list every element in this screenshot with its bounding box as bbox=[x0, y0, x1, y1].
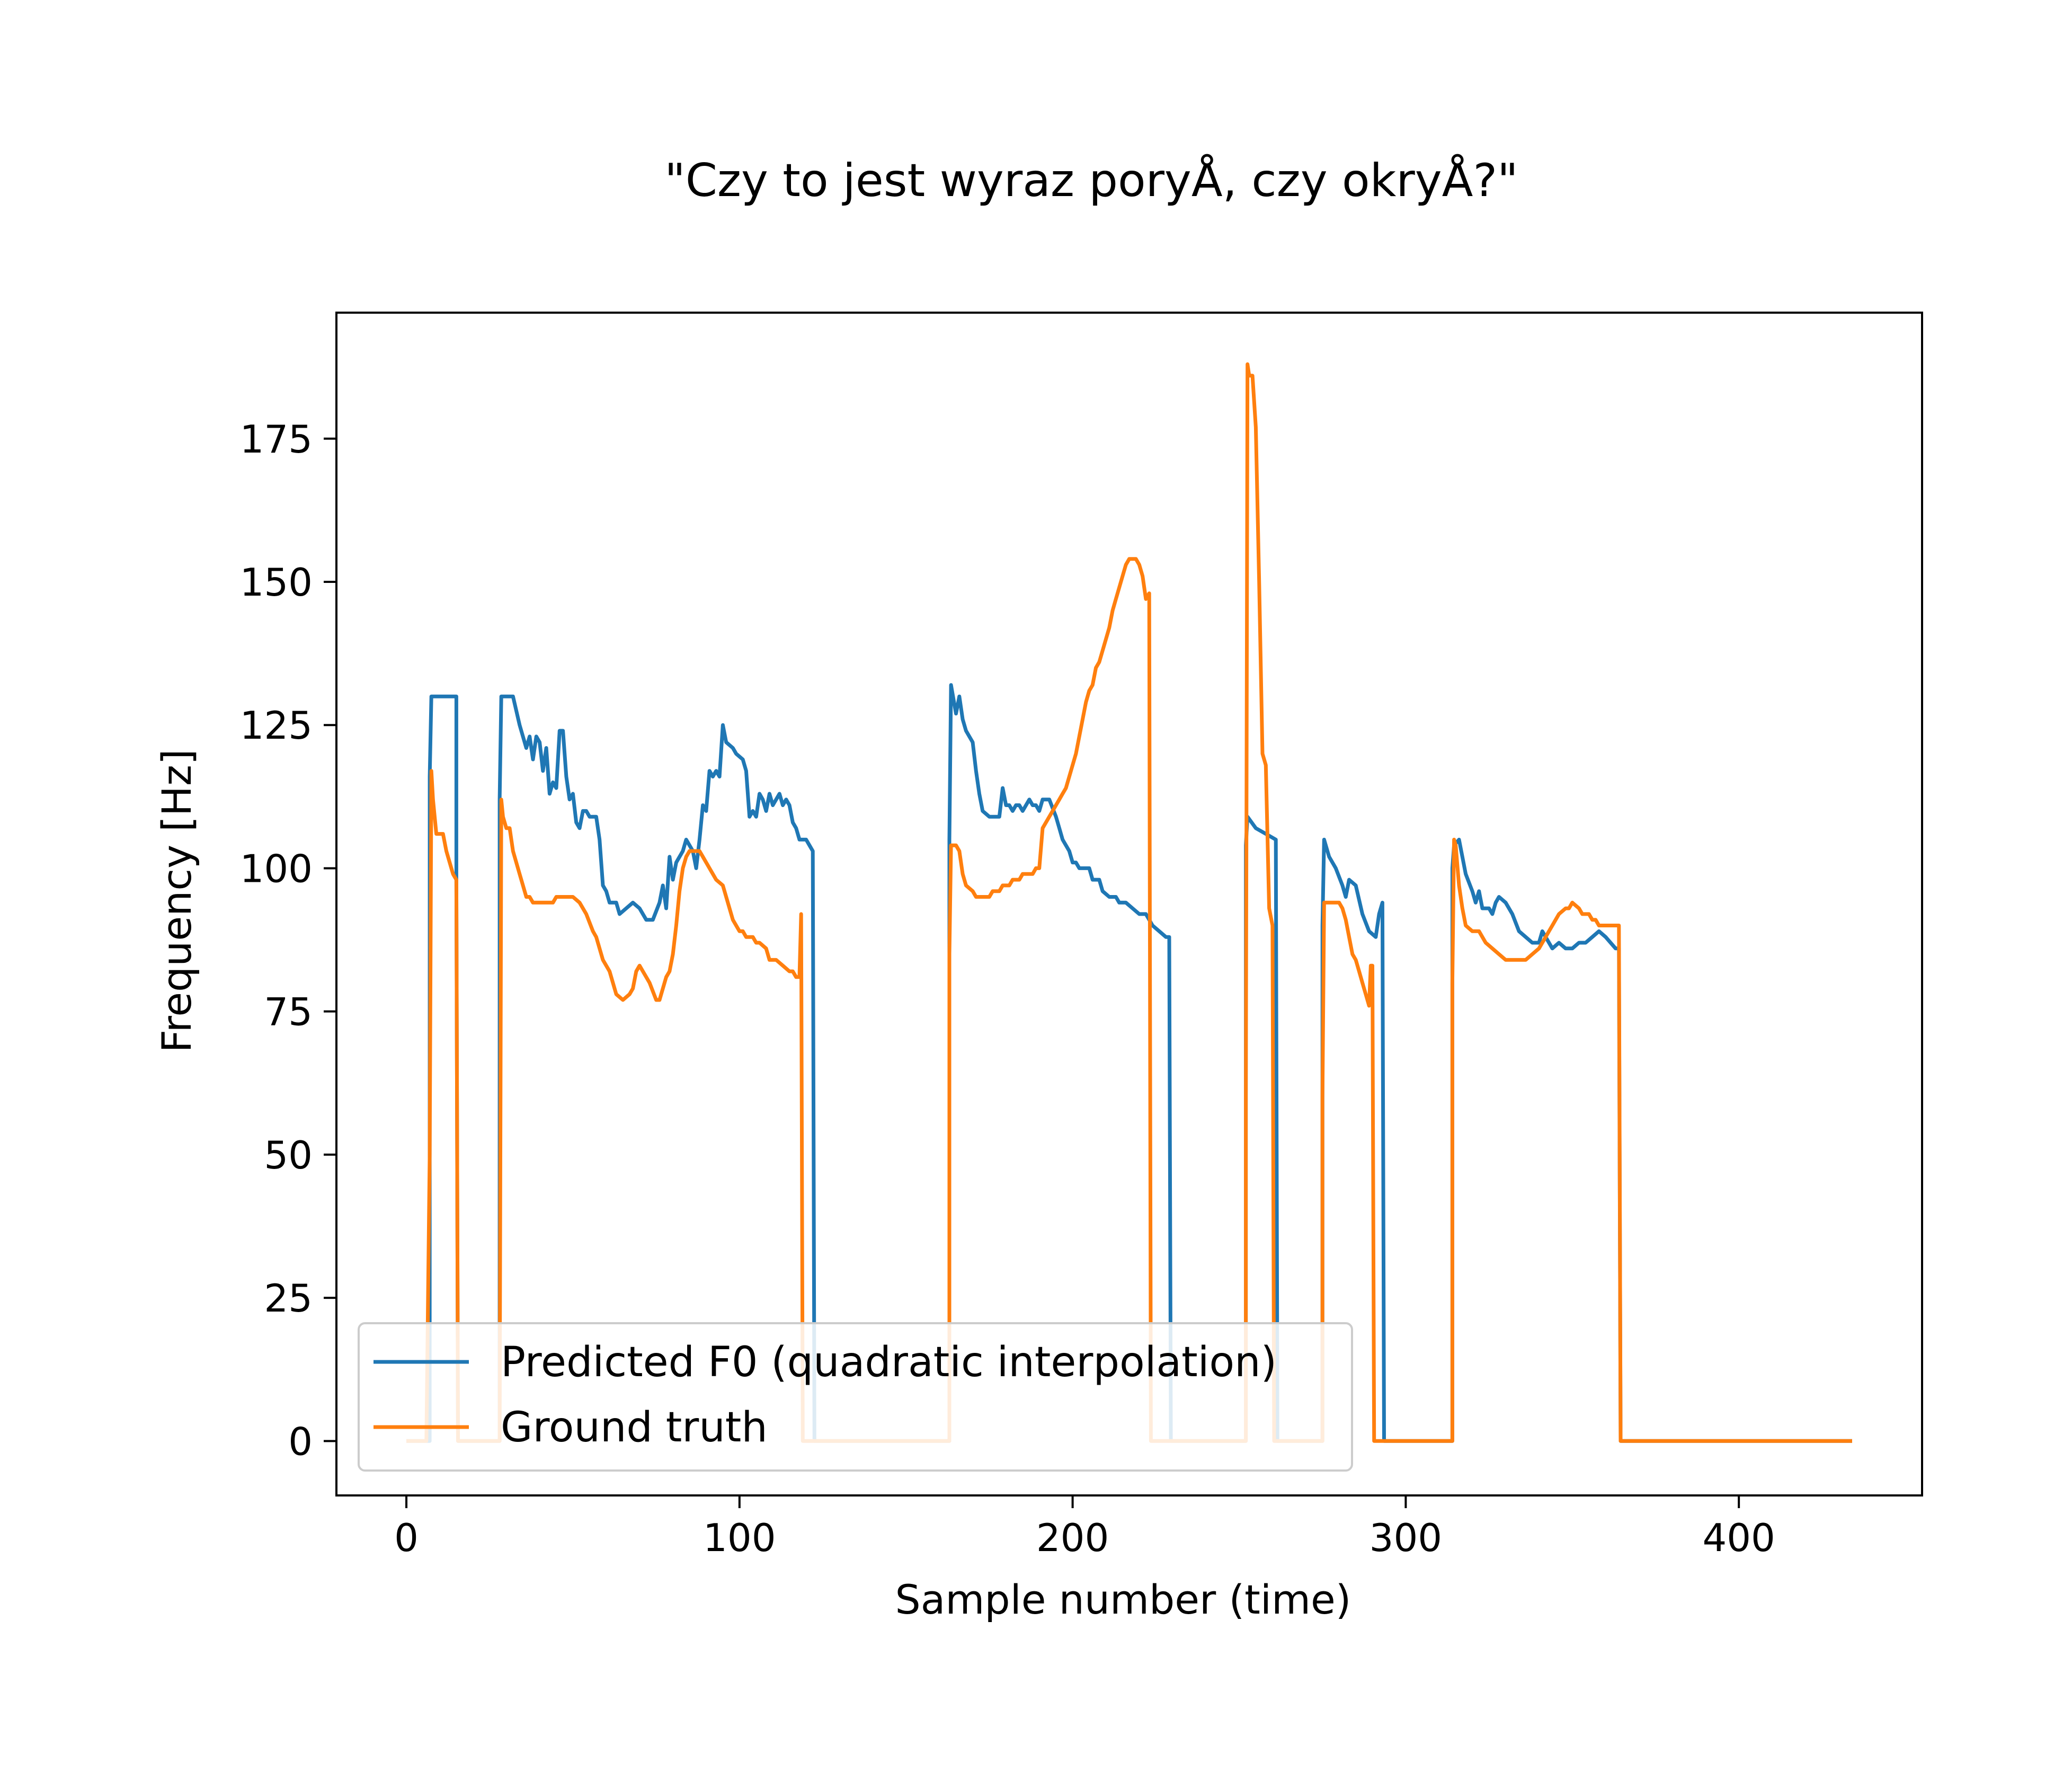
y-tick-label: 150 bbox=[240, 560, 313, 605]
x-tick-label: 200 bbox=[1036, 1516, 1109, 1560]
axes: 0 100 200 300 400 0 25 50 75 100 125 150 175 bbox=[240, 312, 1923, 1560]
x-tick-label: 400 bbox=[1702, 1516, 1775, 1560]
x-tick-label: 300 bbox=[1370, 1516, 1442, 1560]
series-line-1 bbox=[406, 362, 1852, 1443]
y-tick-label: 125 bbox=[240, 703, 313, 748]
legend-label-predicted: Predicted F0 (quadratic interpolation) bbox=[501, 1339, 1277, 1386]
y-tick-label: 75 bbox=[264, 990, 313, 1034]
y-axis-label: Frequency [Hz] bbox=[153, 749, 200, 1052]
y-tick-label: 0 bbox=[288, 1419, 313, 1464]
x-tick-label: 100 bbox=[703, 1516, 776, 1560]
x-axis-label: Sample number (time) bbox=[895, 1576, 1351, 1623]
y-tick-label: 50 bbox=[264, 1133, 313, 1177]
plot-area bbox=[406, 362, 1852, 1443]
y-tick-label: 25 bbox=[264, 1276, 313, 1321]
x-tick-label: 0 bbox=[394, 1516, 419, 1560]
legend-label-ground-truth: Ground truth bbox=[501, 1404, 768, 1451]
y-tick-label: 100 bbox=[240, 846, 313, 891]
legend: Predicted F0 (quadratic interpolation) G… bbox=[358, 1322, 1353, 1472]
y-tick-label: 175 bbox=[240, 417, 313, 462]
chart-title: "Czy to jest wyraz poryÅ, czy okryÅ?" bbox=[664, 154, 1518, 207]
legend-frame bbox=[358, 1322, 1353, 1472]
plot-frame bbox=[335, 312, 1923, 1496]
